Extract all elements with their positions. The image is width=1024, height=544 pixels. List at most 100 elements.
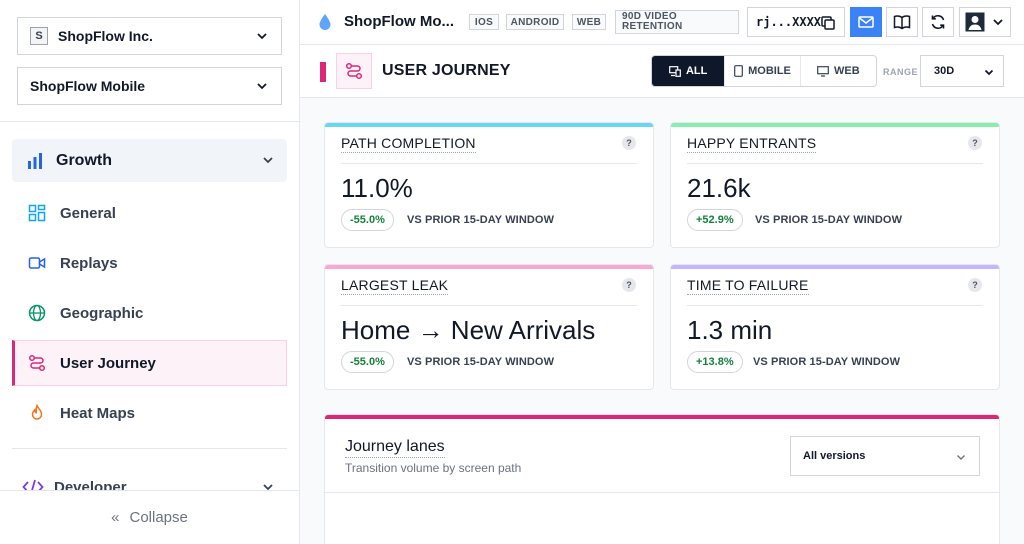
org-name: ShopFlow Inc. [58, 28, 153, 44]
retention-line-2: RETENTION [622, 21, 683, 32]
filter-label: ALL [685, 65, 708, 77]
panel-subtitle: Transition volume by screen path [345, 461, 522, 475]
range-value: 30D [934, 65, 955, 77]
metric-card-time-to-failure: TIME TO FAILURE ? 1.3 min +13.8% VS PRIO… [670, 264, 1000, 390]
sidebar-divider [12, 448, 287, 449]
devices-icon [669, 65, 681, 77]
chevron-down-icon [957, 455, 965, 460]
version-select-value: All versions [803, 450, 866, 462]
help-icon[interactable]: ? [968, 278, 982, 292]
retention-line-1: 90D VIDEO [622, 11, 677, 22]
refresh-button[interactable] [922, 7, 954, 37]
card-divider [687, 305, 983, 306]
range-select[interactable]: 30D [920, 55, 1004, 87]
card-accent [325, 123, 653, 127]
page-title: USER JOURNEY [382, 62, 511, 79]
version-select[interactable]: All versions [790, 436, 980, 476]
sidebar-section-label: Growth [56, 151, 112, 169]
api-key-field[interactable]: rj...XXXX [747, 7, 845, 37]
chevron-down-icon [263, 484, 273, 491]
sidebar: S ShopFlow Inc. ShopFlow Mobile Growth G… [0, 0, 300, 544]
card-title: LARGEST LEAK [341, 277, 449, 295]
app-name: ShopFlow Mobile [30, 78, 146, 94]
sidebar-section-growth[interactable]: Growth [12, 139, 287, 182]
comparison-label: VS PRIOR 15-DAY WINDOW [755, 214, 903, 226]
comparison-label: VS PRIOR 15-DAY WINDOW [407, 356, 555, 368]
header-accent-bar [320, 62, 326, 82]
card-title: TIME TO FAILURE [687, 277, 809, 295]
delta-badge: +52.9% [687, 209, 743, 231]
grid-icon [28, 204, 46, 222]
sidebar-item-label: Heat Maps [60, 404, 136, 422]
sidebar-item-label: Geographic [60, 304, 144, 322]
org-selector[interactable]: S ShopFlow Inc. [17, 17, 282, 55]
sidebar-item-general[interactable]: General [12, 190, 287, 236]
card-accent [671, 265, 999, 269]
sidebar-item-label: General [60, 204, 116, 222]
card-value: Home → New Arrivals [341, 315, 596, 345]
platform-tag-web: WEB [572, 14, 606, 30]
globe-icon [28, 304, 46, 322]
panel-accent [325, 415, 999, 419]
platform-tag-ios: IOS [469, 14, 499, 30]
card-divider [687, 163, 983, 164]
comparison-label: VS PRIOR 15-DAY WINDOW [407, 214, 555, 226]
user-menu-button[interactable] [959, 7, 1011, 37]
journey-lanes-panel: Journey lanes Transition volume by scree… [324, 414, 1000, 544]
filter-mobile-button[interactable]: MOBILE [725, 56, 801, 86]
card-value: 1.3 min [687, 315, 773, 345]
chevron-down-icon [263, 157, 273, 164]
card-divider [341, 305, 637, 306]
delta-badge: -55.0% [341, 351, 394, 373]
delta-badge: +13.8% [687, 351, 743, 373]
sidebar-item-heat-maps[interactable]: Heat Maps [12, 390, 287, 436]
filter-label: WEB [834, 65, 860, 77]
avatar-icon [965, 12, 985, 32]
double-chevron-left-icon: « [111, 509, 120, 526]
refresh-icon [931, 14, 945, 30]
help-icon[interactable]: ? [968, 136, 982, 150]
retention-tag: 90D VIDEO RETENTION [615, 10, 739, 34]
card-accent [671, 123, 999, 127]
metric-card-happy-entrants: HAPPY ENTRANTS ? 21.6k +52.9% VS PRIOR 1… [670, 122, 1000, 248]
monitor-icon [817, 65, 829, 77]
page-header: USER JOURNEY ALL MOBILE WEB RANGE 30D [300, 45, 1024, 98]
sidebar-item-user-journey[interactable]: User Journey [12, 340, 287, 386]
panel-divider [325, 492, 999, 493]
filter-all-button[interactable]: ALL [652, 56, 726, 86]
copy-icon[interactable] [820, 15, 836, 31]
app-title: ShopFlow Mo... [344, 13, 454, 30]
collapse-button[interactable]: « Collapse [0, 490, 299, 544]
app-selector[interactable]: ShopFlow Mobile [17, 67, 282, 105]
sidebar-item-replays[interactable]: Replays [12, 240, 287, 286]
chevron-down-icon [257, 83, 267, 90]
video-icon [28, 254, 46, 272]
comparison-label: VS PRIOR 15-DAY WINDOW [753, 356, 901, 368]
help-icon[interactable]: ? [622, 278, 636, 292]
chevron-down-icon [257, 33, 267, 40]
card-divider [341, 163, 637, 164]
card-title: PATH COMPLETION [341, 135, 476, 153]
mail-button[interactable] [850, 7, 882, 37]
smartphone-icon [734, 65, 744, 77]
platform-tag-android: ANDROID [506, 14, 564, 30]
card-value: 21.6k [687, 173, 751, 203]
sidebar-item-geographic[interactable]: Geographic [12, 290, 287, 336]
filter-web-button[interactable]: WEB [801, 56, 876, 86]
delta-badge: -55.0% [341, 209, 394, 231]
filter-label: MOBILE [748, 65, 791, 77]
droplet-icon [319, 14, 331, 30]
bar-chart-icon [28, 152, 42, 169]
sidebar-item-label: User Journey [60, 354, 156, 372]
panel-title: Journey lanes [345, 438, 445, 458]
chevron-down-icon [984, 69, 994, 76]
org-badge: S [30, 27, 48, 45]
range-label: RANGE [883, 67, 919, 77]
card-value: 11.0% [341, 173, 413, 203]
mail-icon [858, 16, 874, 28]
docs-button[interactable] [886, 7, 918, 37]
chevron-down-icon [993, 19, 1003, 26]
platform-filter: ALL MOBILE WEB [651, 55, 877, 87]
metric-card-path-completion: PATH COMPLETION ? 11.0% -55.0% VS PRIOR … [324, 122, 654, 248]
help-icon[interactable]: ? [622, 136, 636, 150]
